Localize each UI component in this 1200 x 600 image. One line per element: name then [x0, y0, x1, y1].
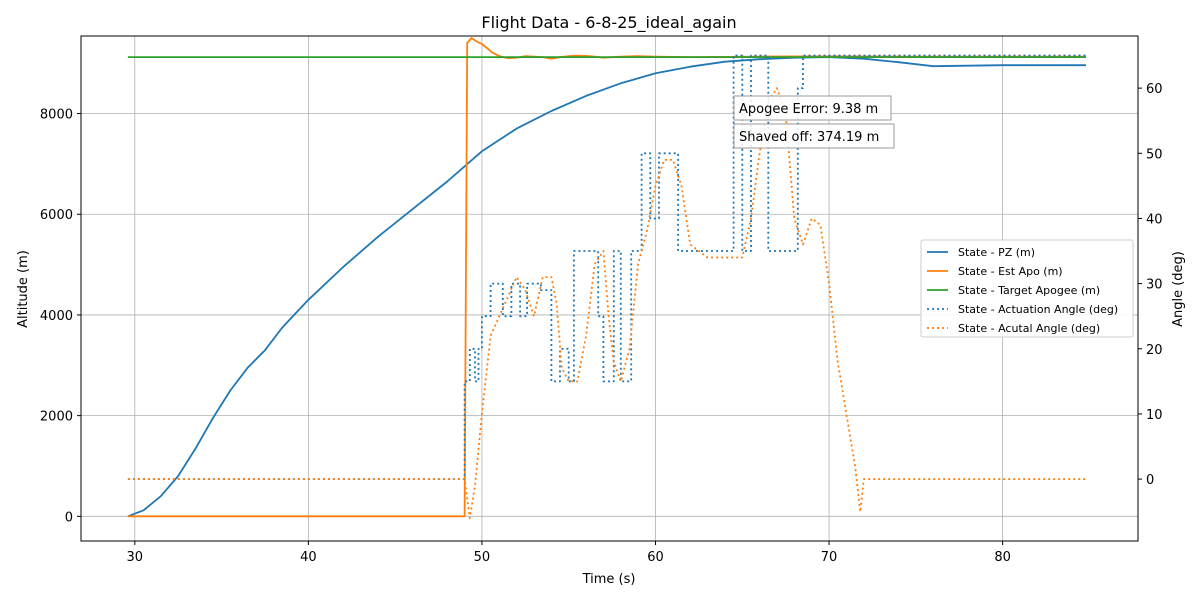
- series-line-1: [127, 56, 1086, 518]
- y-tick-label-right: 60: [1146, 82, 1163, 97]
- x-axis-label: Time (s): [582, 572, 636, 587]
- y-tick-label-right: 0: [1146, 473, 1154, 488]
- legend-label: State - Actuation Angle (deg): [958, 303, 1118, 316]
- annotation-text: Shaved off: 374.19 m: [739, 130, 879, 145]
- axis-ticks: 30 40 50 60 70 80 0 2000 4000 6000 8000 0 10 20 30 40 50…: [40, 82, 1163, 565]
- legend-box: [920, 239, 1134, 338]
- y-tick-label-right: 20: [1146, 343, 1163, 358]
- legend: State - PZ (m) State - Est Apo (m) State -…: [920, 239, 1134, 338]
- annotation-box: [733, 123, 895, 149]
- y-tick-label-right: 40: [1146, 212, 1163, 227]
- grid-lines: [81, 36, 1138, 541]
- y-axis-label-right: Angle (deg): [1171, 251, 1186, 327]
- legend-label: State - Est Apo (m): [958, 265, 1063, 278]
- plot-frame: [80, 35, 1139, 542]
- y-tick-label-left: 4000: [40, 309, 73, 324]
- annotation-box: [733, 95, 892, 121]
- legend-label: State - Acutal Angle (deg): [958, 322, 1100, 335]
- series-lines: [127, 37, 1086, 520]
- y-tick-label-right: 10: [1146, 408, 1163, 423]
- x-tick-label: 40: [300, 550, 317, 565]
- annotation-text: Apogee Error: 9.38 m: [739, 102, 878, 117]
- y-tick-label-right: 30: [1146, 278, 1163, 293]
- annotation-shaved-off: Shaved off: 374.19 m: [733, 123, 895, 149]
- x-tick-label: 80: [994, 550, 1011, 565]
- y-tick-label-left: 6000: [40, 208, 73, 223]
- series-line-4: [127, 54, 1086, 481]
- y-tick-label-right: 50: [1146, 147, 1163, 162]
- legend-label: State - Target Apogee (m): [958, 284, 1100, 297]
- y-tick-label-left: 8000: [40, 108, 73, 123]
- annotation-apogee-error: Apogee Error: 9.38 m: [733, 95, 892, 121]
- y-tick-label-left: 2000: [40, 410, 73, 425]
- legend-label: State - PZ (m): [958, 246, 1035, 259]
- y-axis-label-left: Altitude (m): [16, 250, 31, 328]
- y-tick-label-left: 0: [65, 510, 73, 525]
- x-tick-label: 70: [821, 550, 838, 565]
- x-tick-label: 30: [127, 550, 144, 565]
- chart-title: Flight Data - 6-8-25_ideal_again: [481, 13, 736, 33]
- series-line-5: [127, 87, 1086, 520]
- x-tick-label: 60: [647, 550, 664, 565]
- x-tick-label: 50: [474, 550, 491, 565]
